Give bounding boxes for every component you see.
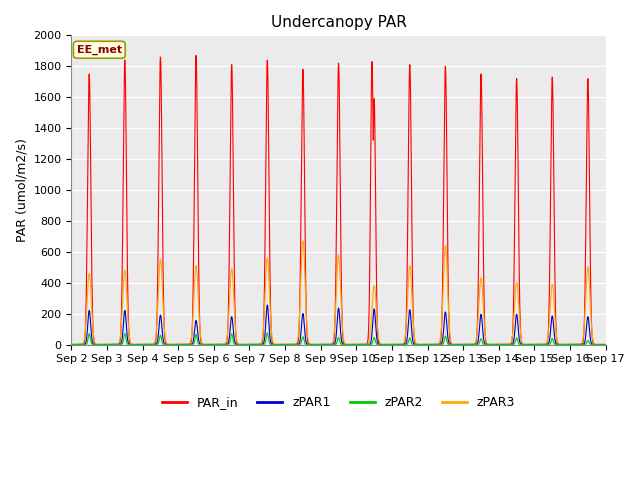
zPAR3	[319, 342, 326, 348]
zPAR1	[319, 342, 326, 348]
zPAR3	[601, 342, 609, 348]
PAR_in	[164, 342, 172, 348]
Text: EE_met: EE_met	[77, 45, 122, 55]
PAR_in	[601, 342, 609, 348]
Line: zPAR1: zPAR1	[72, 305, 605, 345]
zPAR1	[68, 342, 76, 348]
zPAR2	[601, 342, 609, 348]
PAR_in	[429, 342, 436, 348]
Line: zPAR2: zPAR2	[72, 333, 605, 345]
zPAR2	[488, 342, 496, 348]
zPAR2	[68, 342, 76, 348]
zPAR3	[164, 341, 172, 347]
zPAR1	[601, 342, 609, 348]
zPAR3	[458, 342, 466, 348]
Line: zPAR3: zPAR3	[72, 241, 605, 345]
zPAR3	[299, 238, 307, 244]
Y-axis label: PAR (umol/m2/s): PAR (umol/m2/s)	[15, 138, 28, 242]
zPAR2	[319, 342, 326, 348]
zPAR1	[458, 342, 466, 348]
Legend: PAR_in, zPAR1, zPAR2, zPAR3: PAR_in, zPAR1, zPAR2, zPAR3	[157, 391, 520, 414]
PAR_in	[68, 342, 76, 348]
PAR_in	[458, 342, 466, 348]
zPAR2	[458, 342, 466, 348]
PAR_in	[319, 342, 326, 348]
zPAR1	[488, 342, 496, 348]
zPAR1	[164, 342, 172, 348]
zPAR3	[602, 342, 609, 348]
zPAR2	[164, 342, 172, 348]
PAR_in	[488, 342, 496, 348]
Title: Undercanopy PAR: Undercanopy PAR	[271, 15, 406, 30]
zPAR1	[429, 342, 436, 348]
zPAR3	[429, 342, 436, 348]
zPAR2	[602, 342, 609, 348]
zPAR2	[264, 330, 271, 336]
Line: PAR_in: PAR_in	[72, 55, 605, 345]
zPAR1	[602, 342, 609, 348]
zPAR3	[68, 342, 76, 348]
zPAR3	[488, 342, 496, 348]
zPAR1	[264, 302, 271, 308]
PAR_in	[192, 52, 200, 58]
zPAR2	[429, 342, 436, 348]
PAR_in	[602, 342, 609, 348]
